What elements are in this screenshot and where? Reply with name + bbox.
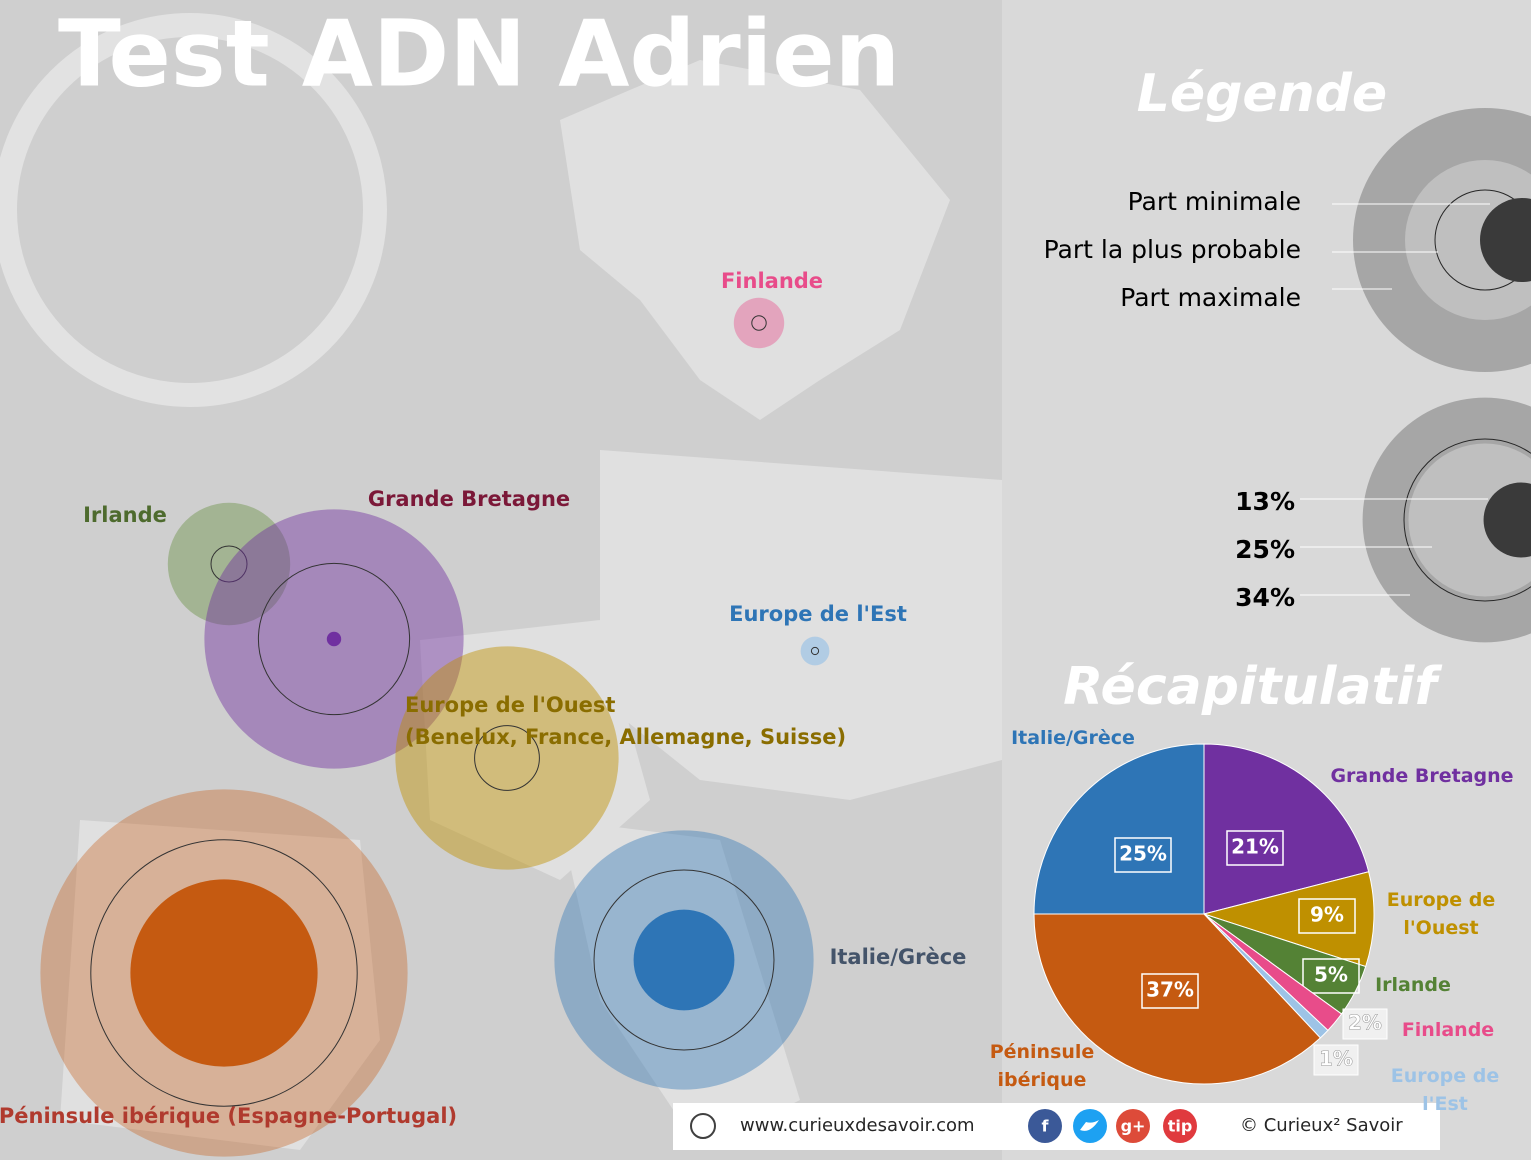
value-label: 2% [1348,1011,1382,1035]
legend-example-band [1408,443,1531,597]
region-min [130,879,318,1067]
legend-item: Part minimale [1128,187,1301,216]
region-probable [210,545,248,583]
value-label-box [1302,958,1360,994]
region-max [395,646,619,870]
social-icon-label: f [1042,1117,1050,1136]
footer-url[interactable]: www.curieuxdesavoir.com [740,1115,975,1136]
category-label: Finlande [1401,1019,1495,1041]
legend-example-probable [1403,438,1531,602]
region-max [167,502,291,626]
footer-logo [690,1113,716,1139]
value-label: 21% [1231,835,1279,859]
region-label: Finlande [721,269,823,293]
land [60,60,1002,1150]
region-detail: (Benelux, France, Allemagne, Suisse) [405,725,846,749]
region: Grande Bretagne [204,487,570,769]
social-icon-bg [1163,1109,1197,1143]
category-label: Europe de l'Est [1390,1065,1500,1115]
region-max [733,297,785,349]
legend-example-min [1483,482,1531,558]
legend-example-label: 34% [1235,583,1295,612]
region-label: Europe de l'Ouest [405,693,615,717]
region-probable [474,725,540,791]
category-label: Grande Bretagne [1330,765,1514,787]
value-label-box [1298,898,1356,934]
value-label: 37% [1146,978,1194,1002]
region: Europe de l'Ouest (Benelux, France, Allem… [395,646,846,870]
region-probable [90,839,358,1107]
category-label: Péninsule ibérique [989,1041,1095,1091]
region-probable [810,646,820,656]
value-label: 25% [1119,842,1167,866]
legend-example-label: 13% [1235,487,1295,516]
category-label: Irlande [1375,974,1451,996]
legend-item: Part la plus probable [1044,235,1301,264]
social-icon-bg [1028,1109,1062,1143]
social-icon[interactable]: f [1028,1109,1062,1143]
value-label: 1% [1319,1047,1353,1071]
region: Péninsule ibérique (Espagne-Portugal) [0,789,457,1157]
legend-min [1480,198,1531,282]
pie-title: Récapitulatif [1063,657,1443,717]
value-label: 5% [1314,963,1348,987]
social-icon-label: tip [1168,1117,1193,1136]
legend-example-label: 25% [1235,535,1295,564]
region-probable [751,315,767,331]
region-probable [593,869,775,1051]
pie-slice [1203,743,1370,915]
region-probable [257,562,411,716]
social-icon-bg [1116,1109,1150,1143]
twitter-bird [1080,1120,1099,1131]
social-icon[interactable]: g+ [1116,1109,1150,1143]
region-min [326,631,342,647]
region-label: Europe de l'Est [729,602,907,626]
value-label-box [1342,1008,1388,1040]
value-label-box [1114,837,1172,873]
pie-slice [1202,871,1375,968]
region: Finlande [721,269,823,349]
region: Italie/Grèce [554,830,967,1090]
region: Irlande [83,502,291,626]
category-label: Europe de l'Ouest [1386,889,1496,939]
social-icon[interactable]: tip [1163,1109,1197,1143]
region-max [800,636,830,666]
watermark-logo [0,13,387,407]
value-label-box [1141,973,1199,1009]
value-label-box [1226,830,1284,866]
region-label: Italie/Grèce [830,945,967,969]
legend-ring [1434,189,1531,291]
legend-item: Part maximale [1120,283,1301,312]
title: Test ADN Adrien [58,0,900,107]
region-label: Irlande [83,503,167,527]
region-label: Grande Bretagne [368,487,570,511]
region-min [633,909,735,1011]
value-label: 9% [1310,903,1344,927]
region: Europe de l'Est [729,602,907,666]
pie-slice [1033,913,1322,1085]
region-label: Péninsule ibérique (Espagne-Portugal) [0,1104,457,1128]
legend-key [1332,108,1531,372]
social-icon-label: g+ [1121,1117,1146,1136]
value-label-box [1313,1044,1359,1076]
footer-copyright: © Curieux² Savoir [1240,1115,1403,1136]
legend-title: Légende [1137,64,1387,124]
legend-band [1405,160,1531,320]
category-label: Italie/Grèce [1011,727,1135,749]
